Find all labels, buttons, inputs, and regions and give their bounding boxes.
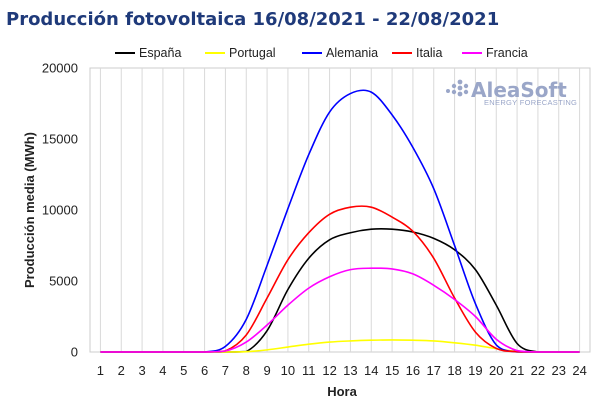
legend-label: Francia — [486, 46, 528, 60]
y-tick-label: 0 — [71, 345, 78, 360]
x-tick-label: 14 — [364, 363, 378, 378]
x-tick-label: 11 — [302, 363, 316, 378]
x-tick-label: 24 — [572, 363, 586, 378]
watermark-brand: AleaSoft — [471, 78, 567, 102]
x-tick-label: 23 — [552, 363, 566, 378]
x-tick-label: 15 — [385, 363, 399, 378]
series-lines — [100, 89, 580, 353]
y-axis-ticks: 0 5000 10000 15000 20000 — [42, 61, 78, 360]
legend: España Portugal Alemania Italia Francia — [115, 46, 528, 60]
x-tick-label: 5 — [180, 363, 187, 378]
y-axis-label: Producción media (MWh) — [22, 132, 37, 288]
x-tick-label: 10 — [281, 363, 295, 378]
x-tick-label: 12 — [322, 363, 336, 378]
x-tick-label: 18 — [447, 363, 461, 378]
y-tick-label: 5000 — [49, 274, 78, 289]
legend-item-francia: Francia — [462, 46, 528, 60]
x-axis-label: Hora — [327, 384, 357, 399]
dots-icon — [446, 79, 469, 97]
series-line-francia — [100, 267, 580, 353]
x-tick-label: 2 — [118, 363, 125, 378]
y-tick-label: 15000 — [42, 132, 78, 147]
x-tick-label: 1 — [97, 363, 104, 378]
chart-title: Producción fotovoltaica 16/08/2021 - 22/… — [6, 9, 499, 30]
x-tick-label: 9 — [263, 363, 270, 378]
aleasoft-logo: AleaSoft ENERGY FORECASTING — [446, 78, 577, 107]
x-tick-label: 16 — [406, 363, 420, 378]
x-tick-label: 21 — [510, 363, 524, 378]
gridlines — [99, 68, 581, 352]
x-tick-label: 17 — [427, 363, 441, 378]
x-tick-label: 22 — [531, 363, 545, 378]
x-tick-label: 19 — [468, 363, 482, 378]
x-tick-label: 3 — [138, 363, 145, 378]
legend-item-alemania: Alemania — [302, 46, 378, 60]
x-tick-label: 13 — [343, 363, 357, 378]
legend-item-portugal: Portugal — [205, 46, 276, 60]
legend-label: España — [139, 46, 181, 60]
y-tick-label: 10000 — [42, 203, 78, 218]
x-tick-label: 4 — [159, 363, 166, 378]
y-tick-label: 20000 — [42, 61, 78, 76]
legend-label: Alemania — [326, 46, 378, 60]
x-axis-ticks: 1 2 3 4 5 6 7 8 9 10 11 12 13 14 15 16 17 18 19 20 21 22 23 24 — [97, 363, 587, 378]
x-tick-label: 8 — [243, 363, 250, 378]
watermark-subtitle: ENERGY FORECASTING — [484, 98, 577, 107]
legend-label: Portugal — [229, 46, 276, 60]
legend-item-italia: Italia — [392, 46, 442, 60]
x-tick-label: 6 — [201, 363, 208, 378]
legend-item-espana: España — [115, 46, 181, 60]
x-tick-label: 20 — [489, 363, 503, 378]
x-tick-label: 7 — [222, 363, 229, 378]
legend-label: Italia — [416, 46, 442, 60]
